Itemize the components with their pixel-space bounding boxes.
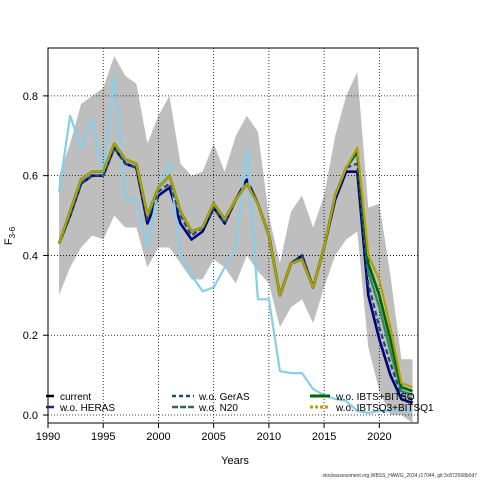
x-tick-label-2010: 2010: [257, 431, 281, 443]
x-tick-label-2000: 2000: [146, 431, 170, 443]
x-tick-label-2005: 2005: [201, 431, 225, 443]
x-tick-label-1990: 1990: [36, 431, 60, 443]
legend-label-geras: w.o. GerAS: [198, 392, 250, 403]
legend-item-ibtsq3: w.o. IBTSQ3+BITSQ1: [310, 403, 434, 414]
legend-item-geras: w.o. GerAS: [172, 392, 250, 403]
y-tick-label-0.6: 0.6: [23, 171, 38, 183]
series-lines: [57, 74, 413, 415]
legend-item-ibts: w.o. IBTS+BITSQ: [310, 392, 415, 403]
x-tick-label-1995: 1995: [91, 431, 115, 443]
legend-label-current: current: [60, 392, 91, 403]
legend-label-ibtsq3: w.o. IBTSQ3+BITSQ1: [335, 403, 434, 414]
legend-label-ibts: w.o. IBTS+BITSQ: [335, 392, 415, 403]
x-tick-label-2020: 2020: [367, 431, 391, 443]
legend-item-heras: w.o. HERAS: [46, 403, 115, 414]
y-axis: 0.0 0.2 0.4 0.6 0.8: [23, 91, 48, 422]
series-line-w-o-ibtsq3-bitsq1: [57, 142, 413, 389]
y-tick-label-0.2: 0.2: [23, 330, 38, 342]
legend-label-heras: w.o. HERAS: [59, 403, 115, 414]
y-axis-title: F3-6: [3, 226, 17, 245]
series-line-w-o-heras: [57, 74, 413, 415]
x-axis: 1990 1995 2000 2005 2010 2015 2020: [36, 423, 392, 443]
legend: current w.o. HERAS w.o. GerAS w.o. N20 w…: [46, 392, 434, 414]
y-tick-label-0.8: 0.8: [23, 91, 38, 103]
legend-item-n20: w.o. N20: [172, 403, 238, 414]
x-axis-title: Years: [221, 455, 249, 467]
legend-label-n20: w.o. N20: [198, 403, 238, 414]
legend-item-current: current: [46, 392, 91, 403]
x-tick-label-2015: 2015: [312, 431, 336, 443]
footer-credit: stockassessment.org,WBSS_HAWG_2024,r1704…: [322, 473, 477, 479]
y-tick-label-0: 0.0: [23, 410, 38, 422]
y-tick-label-0.4: 0.4: [23, 250, 38, 262]
plot-frame: [47, 47, 419, 424]
